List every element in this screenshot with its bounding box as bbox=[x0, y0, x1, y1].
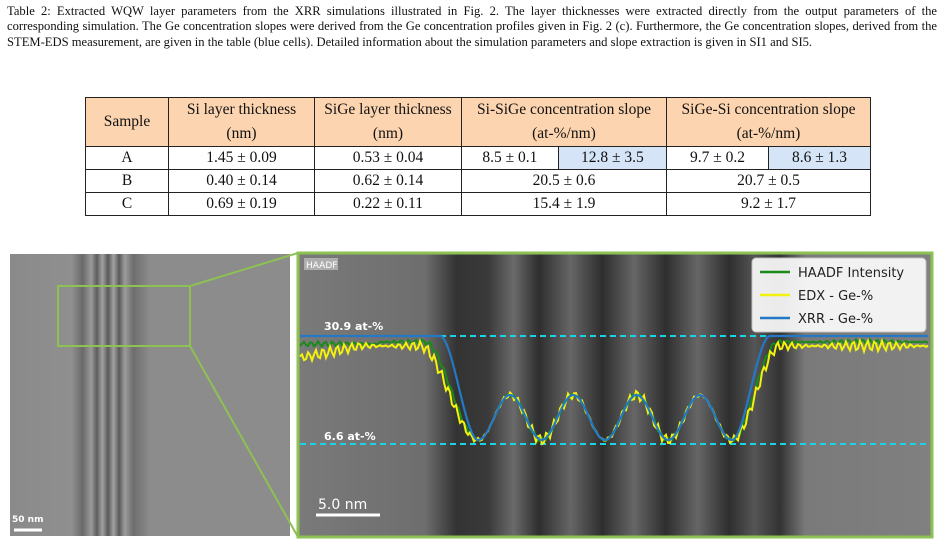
annotation: 30.9 at-% bbox=[324, 320, 383, 333]
zoom-connector bbox=[189, 345, 299, 538]
annotation: 6.6 at-% bbox=[324, 430, 376, 443]
header-row: Sample Si layer thickness (nm) SiGe laye… bbox=[85, 97, 871, 147]
header-cell: SiGe layer thickness (nm) bbox=[314, 97, 462, 147]
stem-overview-image bbox=[10, 254, 290, 536]
header-cell: SiGe-Si concentration slope (at-%/nm) bbox=[666, 97, 871, 147]
zoom-connector bbox=[189, 252, 299, 287]
zoom-box bbox=[57, 285, 191, 347]
header-cell: Sample bbox=[85, 97, 169, 147]
cell: 20.7 ± 0.5 bbox=[666, 169, 871, 193]
scale-bar-label: 5.0 nm bbox=[318, 497, 367, 513]
table-caption: Table 2: Extracted WQW layer parameters … bbox=[7, 4, 937, 49]
cell: 8.5 ± 0.1 bbox=[461, 146, 559, 170]
legend-label: XRR - Ge-% bbox=[798, 312, 873, 327]
legend bbox=[751, 257, 927, 333]
xrr-curve bbox=[300, 334, 928, 442]
legend-label: HAADF Intensity bbox=[798, 266, 904, 281]
cell: 1.45 ± 0.09 bbox=[168, 146, 315, 170]
table-row: A 1.45 ± 0.09 0.53 ± 0.04 8.5 ± 0.1 12.8… bbox=[85, 146, 871, 170]
scale-bar-label: 50 nm bbox=[12, 515, 43, 525]
parameter-table: Sample Si layer thickness (nm) SiGe laye… bbox=[85, 97, 871, 216]
cell: 8.6 ± 1.3 bbox=[768, 146, 871, 170]
panel-tag-box bbox=[304, 258, 338, 270]
cell: 15.4 ± 1.9 bbox=[461, 192, 667, 216]
legend-label: EDX - Ge-% bbox=[798, 289, 873, 304]
cell: 12.8 ± 3.5 bbox=[557, 146, 668, 170]
panel-tag: HAADF bbox=[306, 261, 337, 271]
cell: 9.2 ± 1.7 bbox=[666, 192, 871, 216]
cell: 20.5 ± 0.6 bbox=[461, 169, 667, 193]
header-cell: Si layer thickness (nm) bbox=[168, 97, 315, 147]
cell: C bbox=[85, 192, 169, 216]
cell: 0.69 ± 0.19 bbox=[168, 192, 315, 216]
table-row: B 0.40 ± 0.14 0.62 ± 0.14 20.5 ± 0.6 20.… bbox=[85, 169, 871, 193]
table-row: C 0.69 ± 0.19 0.22 ± 0.11 15.4 ± 1.9 9.2… bbox=[85, 192, 871, 216]
cell: 0.22 ± 0.11 bbox=[314, 192, 462, 216]
